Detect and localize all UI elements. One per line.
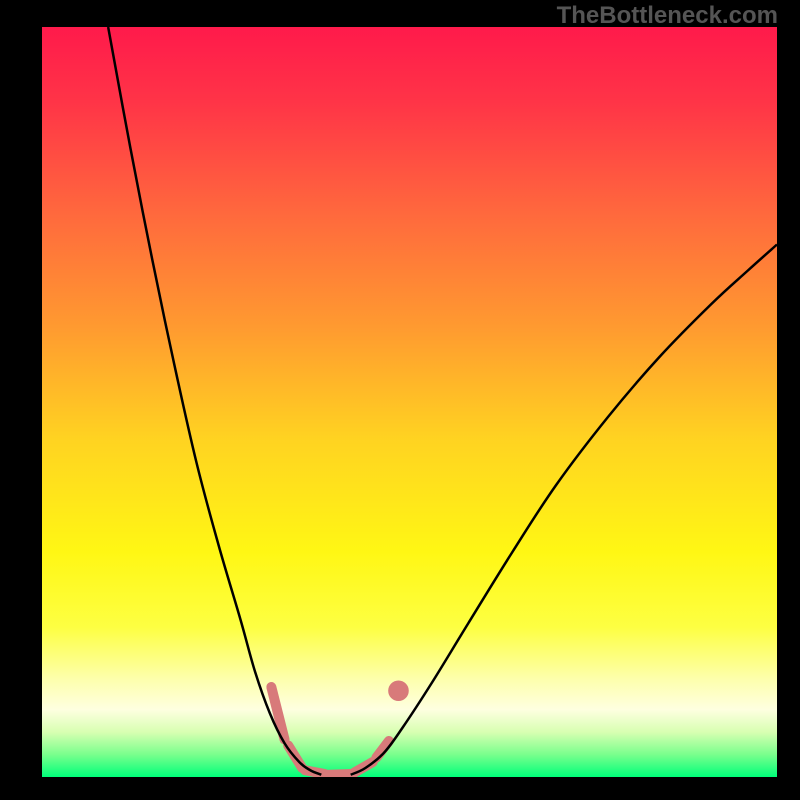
plot-area	[42, 27, 777, 777]
plot-background	[42, 27, 777, 777]
watermark-text: TheBottleneck.com	[557, 2, 778, 30]
bottom-marker-dot	[388, 680, 409, 701]
bottom-marker-segment	[329, 774, 351, 775]
plot-svg	[42, 27, 777, 777]
